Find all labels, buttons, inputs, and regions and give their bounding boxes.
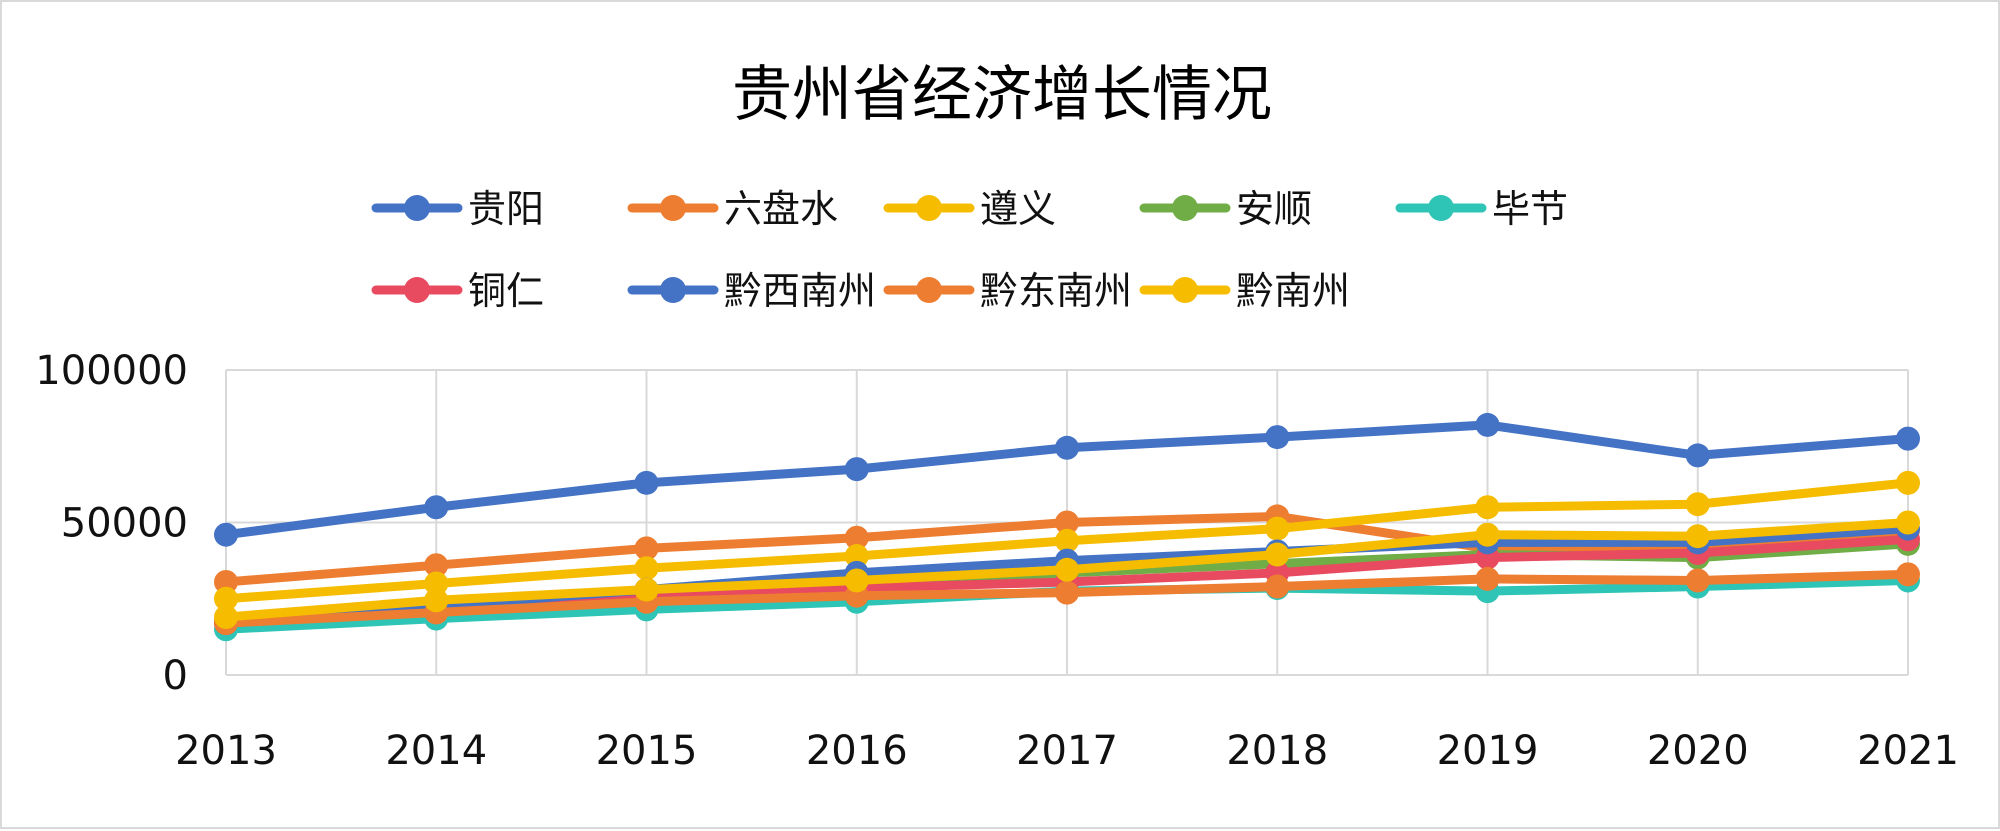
data-point — [214, 605, 238, 630]
legend-marker — [404, 277, 430, 303]
data-point — [1475, 566, 1500, 591]
legend-item[interactable]: 六盘水 — [627, 187, 838, 231]
x-tick-label: 2016 — [806, 728, 908, 774]
x-tick-label: 2019 — [1437, 728, 1539, 774]
data-point — [424, 553, 449, 578]
legend-item[interactable]: 安顺 — [1139, 187, 1312, 231]
data-point — [634, 577, 659, 602]
data-point — [844, 525, 869, 550]
data-point — [424, 588, 449, 613]
data-point — [1055, 510, 1079, 535]
data-point — [634, 470, 659, 495]
legend-marker — [1172, 195, 1198, 221]
data-point — [424, 495, 449, 520]
legend-label: 遵义 — [980, 187, 1056, 231]
data-point — [214, 569, 238, 594]
x-tick-label: 2021 — [1857, 728, 1959, 774]
x-tick-label: 2014 — [385, 728, 487, 774]
legend-marker — [916, 195, 942, 221]
legend-item[interactable]: 黔南州 — [1139, 269, 1350, 313]
legend-label: 铜仁 — [468, 269, 544, 313]
series-9 — [214, 510, 1920, 630]
legend-label: 六盘水 — [724, 187, 838, 231]
legend-item[interactable]: 贵阳 — [371, 187, 544, 231]
series-1 — [214, 412, 1920, 547]
x-tick-label: 2015 — [596, 728, 698, 774]
data-point — [1896, 470, 1920, 495]
data-point — [844, 544, 869, 569]
data-point — [1055, 580, 1079, 605]
legend-marker — [660, 277, 686, 303]
legend-marker — [1172, 277, 1198, 303]
x-tick-label: 2013 — [175, 728, 277, 774]
data-point — [1475, 522, 1500, 547]
data-point — [634, 536, 659, 561]
data-point — [214, 522, 238, 547]
data-point — [1055, 557, 1079, 582]
data-point — [424, 571, 449, 596]
chart-title: 贵州省经济增长情况 — [732, 60, 1272, 130]
data-point — [844, 568, 869, 593]
data-point — [1896, 510, 1920, 535]
data-point — [634, 556, 659, 581]
legend-marker — [1428, 195, 1454, 221]
data-point — [1896, 562, 1920, 587]
data-point — [1685, 492, 1710, 517]
data-point — [1265, 516, 1290, 541]
y-tick-label: 50000 — [61, 501, 188, 547]
x-tick-label: 2017 — [1016, 728, 1118, 774]
y-tick-label: 100000 — [35, 348, 188, 394]
x-tick-label: 2018 — [1226, 728, 1328, 774]
x-axis: 2013 2014 2015 2016 2017 2018 2019 2020 2021 — [175, 728, 1959, 774]
legend-marker — [916, 277, 942, 303]
data-point — [1896, 426, 1920, 451]
y-tick-label: 0 — [163, 653, 188, 699]
data-point — [1055, 435, 1079, 460]
legend-marker — [660, 195, 686, 221]
data-point — [1475, 412, 1500, 437]
data-point — [1685, 568, 1710, 593]
data-point — [1685, 443, 1710, 468]
legend-item[interactable]: 黔东南州 — [883, 269, 1132, 313]
data-point — [214, 586, 238, 611]
x-tick-label: 2020 — [1647, 728, 1749, 774]
legend-label: 毕节 — [1492, 187, 1568, 231]
legend-marker — [404, 195, 430, 221]
legend-label: 黔西南州 — [724, 269, 876, 313]
legend-item[interactable]: 遵义 — [883, 187, 1056, 231]
legend-label: 黔东南州 — [980, 269, 1132, 313]
data-point — [1265, 574, 1290, 599]
series-group — [214, 412, 1920, 642]
data-point — [1055, 528, 1079, 553]
legend-label: 贵阳 — [468, 187, 544, 231]
data-point — [1685, 524, 1710, 549]
legend-label: 安顺 — [1236, 187, 1312, 231]
legend-label: 黔南州 — [1236, 269, 1350, 313]
legend-item[interactable]: 毕节 — [1395, 187, 1568, 231]
legend-item[interactable]: 铜仁 — [371, 269, 544, 313]
data-point — [1475, 495, 1500, 520]
legend-item[interactable]: 黔西南州 — [627, 269, 876, 313]
series-3 — [214, 470, 1920, 611]
data-point — [844, 457, 869, 482]
data-point — [1265, 542, 1290, 567]
data-point — [1265, 425, 1290, 450]
y-axis: 0 50000 100000 — [35, 348, 188, 699]
